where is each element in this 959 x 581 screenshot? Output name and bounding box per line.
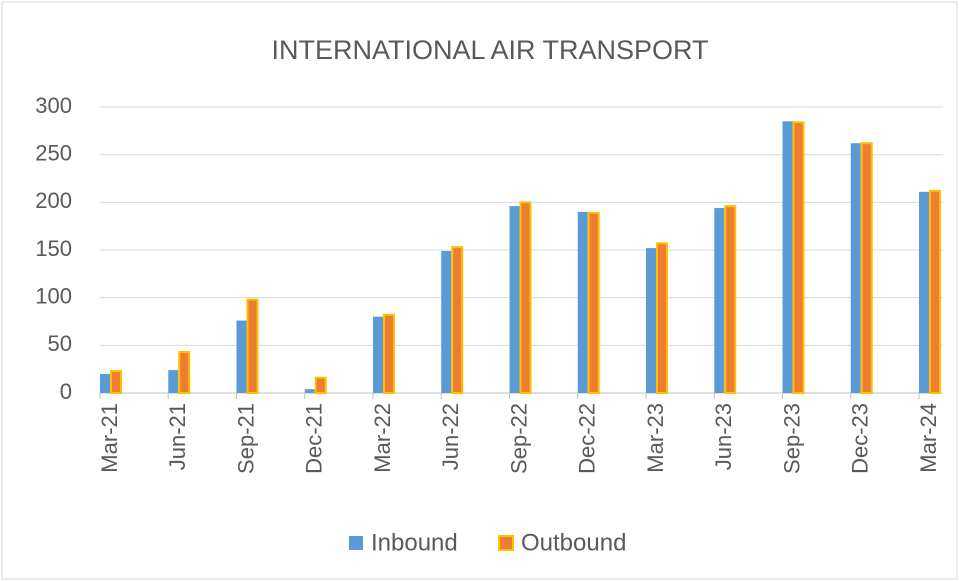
bar: [587, 211, 600, 394]
chart-title: INTERNATIONAL AIR TRANSPORT: [271, 35, 708, 65]
x-tick-label: Dec-23: [848, 403, 873, 474]
y-tick-label: 100: [35, 283, 72, 308]
bar: [373, 316, 383, 393]
bar: [168, 370, 179, 393]
x-tick-label: Jun-22: [438, 403, 463, 470]
bar: [850, 143, 861, 393]
x-tick-label: Dec-21: [302, 403, 327, 474]
bar: [714, 208, 725, 393]
y-tick-label: 0: [60, 379, 72, 404]
bar: [724, 205, 737, 394]
bar: [236, 320, 247, 393]
y-tick-label: 250: [35, 140, 72, 165]
bar: [656, 242, 668, 394]
legend-swatch: [498, 535, 514, 551]
bar: [451, 246, 464, 394]
bar: [178, 351, 191, 394]
x-tick-label: Mar-21: [97, 403, 122, 473]
x-tick-label: Mar-23: [643, 403, 668, 473]
bar: [519, 201, 532, 394]
bar: [383, 313, 395, 394]
y-tick-label: 150: [35, 236, 72, 261]
x-tick-label: Mar-22: [370, 403, 395, 473]
bar: [246, 298, 259, 394]
bar: [577, 211, 588, 393]
bar: [792, 121, 805, 395]
y-tick-label: 200: [35, 188, 72, 213]
bar: [509, 206, 520, 393]
bar: [110, 370, 122, 394]
x-tick-label: Sep-21: [233, 403, 258, 474]
bar: [304, 389, 315, 393]
bar: [314, 376, 327, 395]
x-tick-label: Jun-21: [165, 403, 190, 470]
y-tick-label: 50: [48, 331, 72, 356]
x-tick-label: Sep-23: [779, 403, 804, 474]
bar: [860, 142, 873, 394]
bar: [919, 191, 929, 393]
y-tick-label: 300: [35, 93, 72, 118]
x-tick-label: Mar-24: [916, 403, 941, 473]
x-tick-label: Dec-22: [575, 403, 600, 474]
x-tick-label: Jun-23: [711, 403, 736, 470]
bar: [646, 248, 656, 393]
bar: [100, 373, 110, 393]
legend-swatch: [349, 536, 363, 550]
bar: [782, 121, 793, 394]
legend-label: Outbound: [521, 529, 626, 556]
x-tick-label: Sep-22: [506, 403, 531, 474]
bar: [441, 250, 452, 393]
legend-label: Inbound: [371, 529, 458, 556]
bar: [929, 189, 941, 394]
